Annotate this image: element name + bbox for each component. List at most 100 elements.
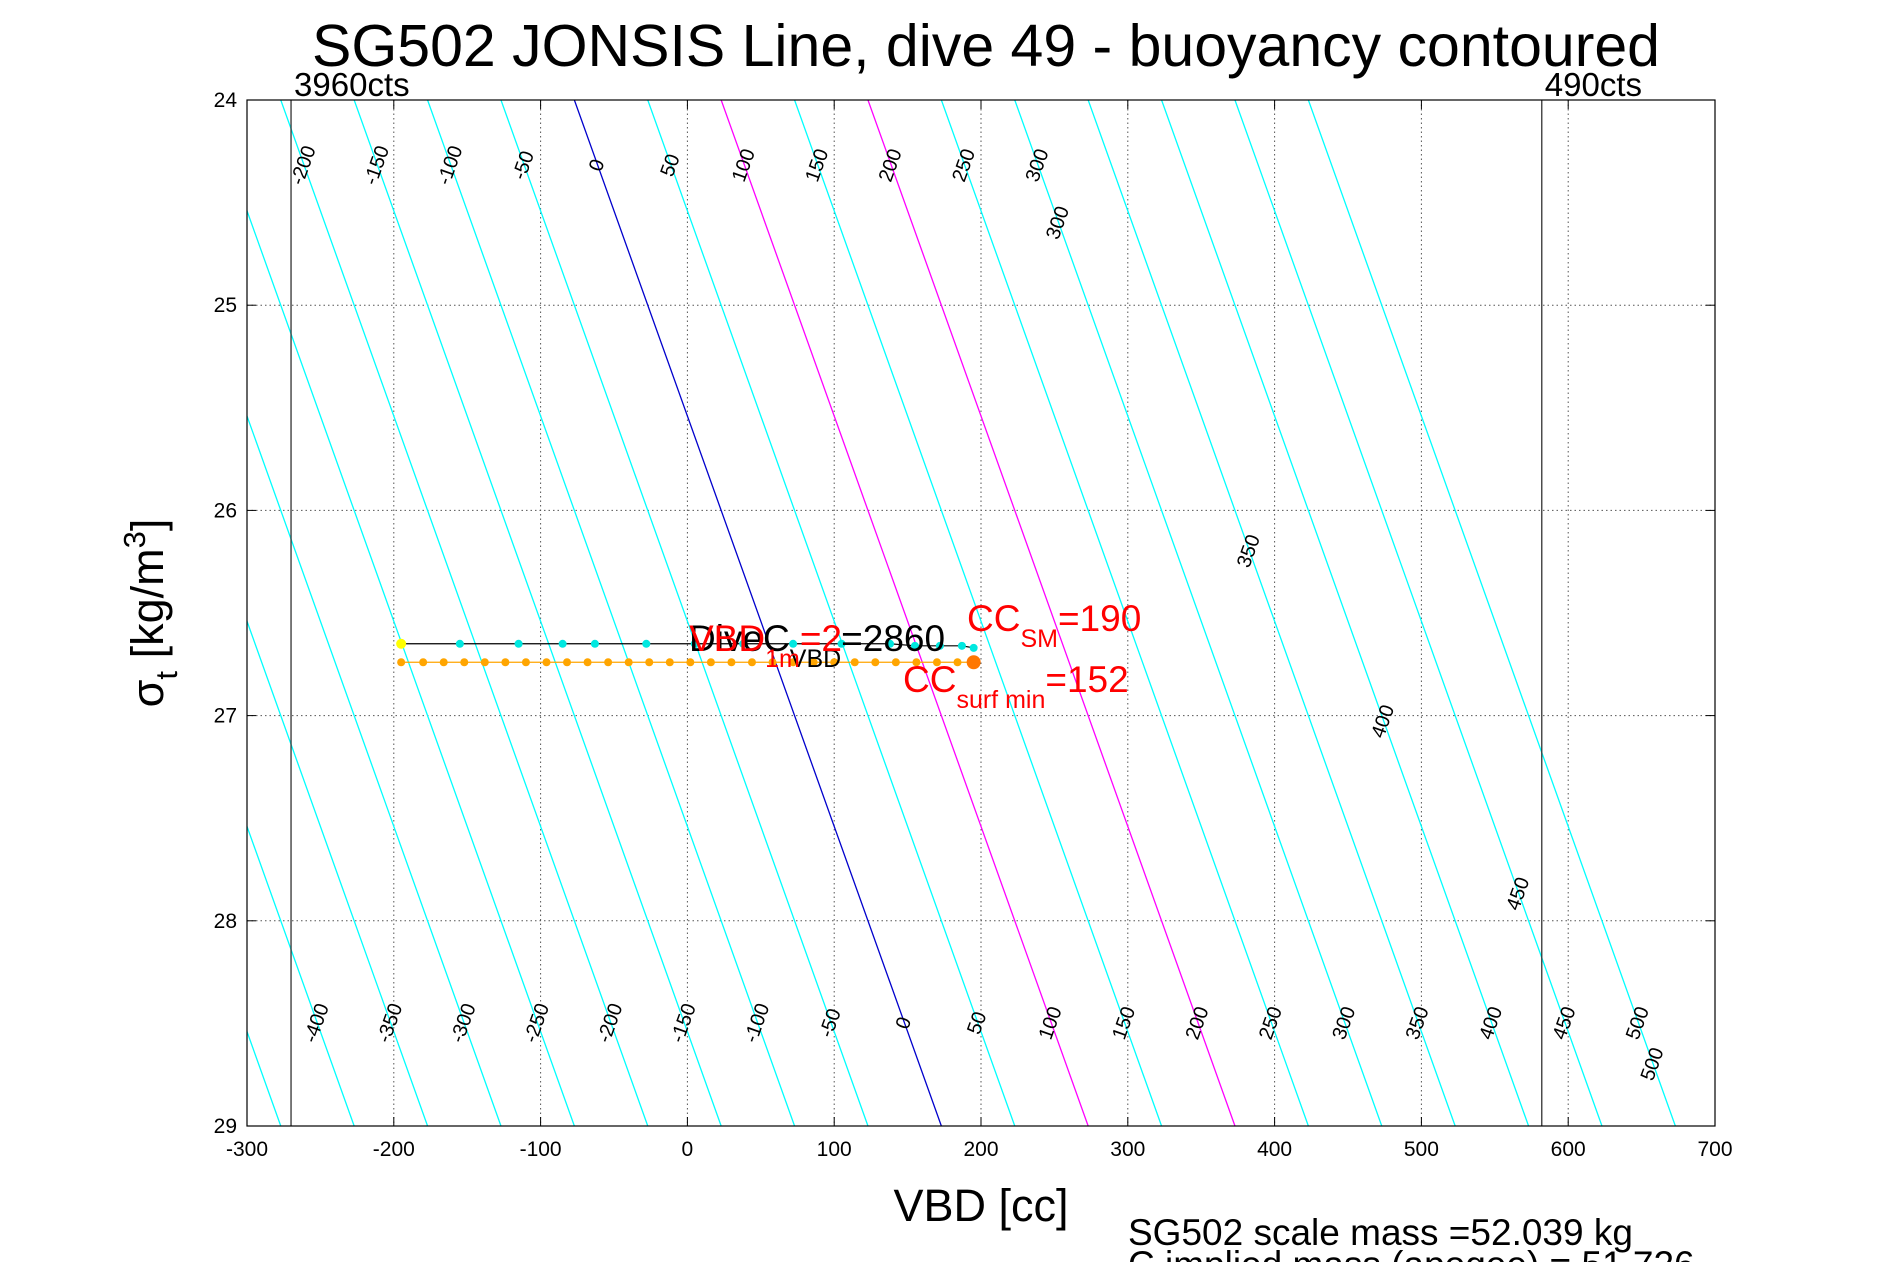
chart-title: SG502 JONSIS Line, dive 49 - buoyancy co… xyxy=(312,13,1660,79)
series-point xyxy=(850,658,859,667)
y-tick-label: 25 xyxy=(214,294,237,317)
series-point xyxy=(706,658,715,667)
cc-sm-annotation: CCSM=190 xyxy=(967,598,1141,653)
y-axis-label: σt [kg/m3] xyxy=(117,519,184,708)
contour-line xyxy=(247,619,429,1126)
cc-surf-value: =152 xyxy=(1045,659,1128,700)
contour-line xyxy=(426,100,796,1126)
contour-line xyxy=(720,100,1089,1126)
svg-text:VBD1m=2: VBD1m=2 xyxy=(689,618,842,673)
series-point xyxy=(953,658,962,667)
series-point xyxy=(727,658,736,667)
dive-annotation: DiveCVBD=2860 xyxy=(689,618,945,673)
series-point xyxy=(419,658,428,667)
series-point xyxy=(910,641,919,650)
series-point xyxy=(645,658,654,667)
x-tick-label: -100 xyxy=(520,1138,562,1161)
y-tick-label: 27 xyxy=(214,705,237,728)
series-point xyxy=(686,658,695,667)
vbd-limit-label: 490cts xyxy=(1545,66,1642,103)
series-point xyxy=(747,658,756,667)
dive-prefix: Dive xyxy=(689,618,763,659)
y-tick-label: 24 xyxy=(214,89,238,112)
dive-series xyxy=(396,638,981,670)
contour-line xyxy=(353,100,722,1126)
cc-sm-main: CC xyxy=(967,598,1020,639)
series-point xyxy=(912,658,921,667)
buoyancy-contours xyxy=(247,100,1676,1126)
series-point xyxy=(563,658,572,667)
grid-lines xyxy=(247,100,1715,1126)
vbd-limit-lines xyxy=(290,100,1543,1126)
contour-line xyxy=(1234,100,1603,1126)
contour-line xyxy=(573,100,942,1126)
series-point xyxy=(583,658,592,667)
y-label-sub: t xyxy=(149,671,184,680)
y-tick-label: 26 xyxy=(214,499,237,522)
footer-scale-mass: SG502 scale mass =52.039 kg xyxy=(1128,1212,1633,1253)
svg-text:DiveCVBD=2860: DiveCVBD=2860 xyxy=(689,618,945,673)
series-point xyxy=(891,658,900,667)
y-label-sigma: σ xyxy=(122,679,173,707)
x-tick-label: 200 xyxy=(963,1138,998,1161)
series-point xyxy=(969,643,978,652)
series-point xyxy=(957,641,966,650)
c-vbd-value: =2860 xyxy=(841,618,945,659)
x-tick-label: 0 xyxy=(682,1138,694,1161)
x-tick-label: 100 xyxy=(817,1138,852,1161)
series-point xyxy=(397,658,406,667)
series-point xyxy=(739,639,748,648)
contour-line xyxy=(1014,100,1383,1126)
contour-line xyxy=(940,100,1309,1126)
series-point xyxy=(885,639,894,648)
series-point xyxy=(480,658,489,667)
contour-line xyxy=(1087,100,1456,1126)
series-point xyxy=(789,639,798,648)
svg-text:CCsurf min=152: CCsurf min=152 xyxy=(903,659,1129,714)
series-point xyxy=(604,658,613,667)
axis-ticks: -300 -200 -100 0 100 200 300 400 500 600 700 24 25 26… xyxy=(214,89,1733,1161)
start-marker xyxy=(396,638,407,649)
series-point xyxy=(642,639,651,648)
x-tick-label: 600 xyxy=(1551,1138,1586,1161)
x-tick-label: 700 xyxy=(1697,1138,1732,1161)
vbd-limit-label: 3960cts xyxy=(294,66,410,103)
y-label-unit: [kg/m xyxy=(122,548,173,671)
y-tick-label: 28 xyxy=(214,910,237,933)
svg-text:CCSM=190: CCSM=190 xyxy=(967,598,1141,653)
series-point xyxy=(542,658,551,667)
series-point xyxy=(665,658,674,667)
x-tick-label: 300 xyxy=(1110,1138,1145,1161)
contour-line xyxy=(280,100,649,1126)
series-point xyxy=(455,639,464,648)
series-point xyxy=(768,658,777,667)
vbd-1m-annotation: VBD1m=2 xyxy=(689,618,842,673)
vbd-1m-main: VBD xyxy=(689,618,765,659)
footer-implied-mass: C implied mass (apogee) = 51.726 xyxy=(1128,1244,1695,1262)
contour-line xyxy=(793,100,1163,1126)
series-point xyxy=(624,658,633,667)
cc-surf-min-annotation: CCsurf min=152 xyxy=(903,659,1129,714)
series-point xyxy=(789,658,798,667)
series-point xyxy=(690,639,699,648)
cc-surf-main: CC xyxy=(903,659,956,700)
c-vbd-main: C xyxy=(763,618,790,659)
series-point xyxy=(871,658,880,667)
vbd-limit-labels: 3960cts 490cts xyxy=(294,66,1642,103)
contour-line xyxy=(1160,100,1530,1126)
x-tick-label: -300 xyxy=(226,1138,268,1161)
cc-sm-sub: SM xyxy=(1020,625,1058,653)
cc-surf-sub: surf min xyxy=(956,686,1045,714)
contour-line xyxy=(247,414,502,1126)
cc-sm-value: =190 xyxy=(1058,598,1141,639)
contour-line xyxy=(247,208,575,1126)
x-tick-label: 400 xyxy=(1257,1138,1292,1161)
series-point xyxy=(590,639,599,648)
contour-line xyxy=(247,824,355,1126)
c-vbd-sub: VBD xyxy=(790,645,841,673)
x-tick-label: 500 xyxy=(1404,1138,1439,1161)
series-point xyxy=(501,658,510,667)
vbd-1m-value: =2 xyxy=(800,618,842,659)
